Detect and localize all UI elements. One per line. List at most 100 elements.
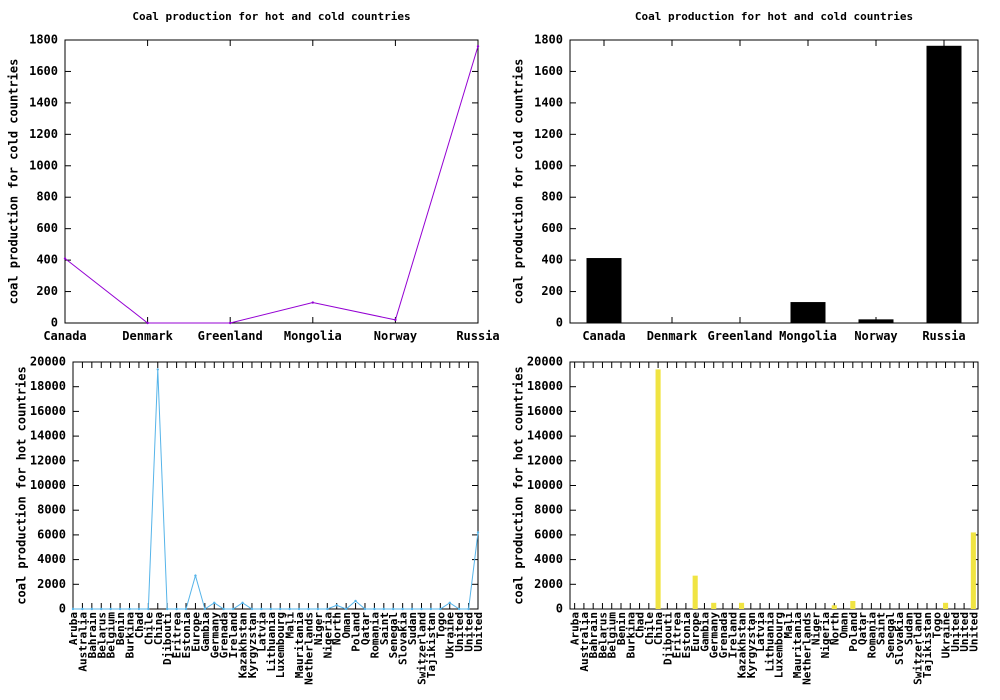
- x-category-label: Oman: [838, 612, 851, 639]
- x-category-label: Grenada: [218, 612, 231, 658]
- data-point: [229, 321, 232, 325]
- data-line: [64, 46, 479, 324]
- x-category-label: Bahrain: [587, 612, 600, 658]
- x-category-label: Mali: [284, 612, 297, 639]
- x-category-label: China: [652, 612, 665, 645]
- data-point: [420, 607, 423, 611]
- x-category-label: Togo: [434, 612, 447, 639]
- y-tick-label: 200: [541, 284, 563, 298]
- x-category-label: Lithuania: [265, 612, 278, 672]
- x-category-label: Nigeria: [321, 612, 334, 658]
- y-tick-label: 0: [556, 316, 563, 330]
- data-bar: [942, 602, 949, 609]
- y-tick-label: 6000: [534, 527, 563, 541]
- data-point: [382, 607, 386, 611]
- data-point: [392, 607, 395, 611]
- data-point: [439, 607, 442, 611]
- x-category-label: Mauritania: [293, 612, 306, 678]
- data-point: [250, 607, 254, 611]
- y-tick-label: 2000: [534, 577, 563, 591]
- x-category-label: Tajikistan: [425, 612, 438, 678]
- x-category-label: Lithuania: [763, 612, 776, 672]
- x-category-label: Australia: [76, 612, 89, 672]
- data-bar: [790, 302, 826, 324]
- x-category-label: Tajikistan: [921, 612, 934, 678]
- data-point: [401, 607, 404, 611]
- data-bar: [738, 602, 745, 609]
- x-category-label: United: [967, 612, 980, 652]
- x-category-label: Slovakia: [397, 612, 410, 665]
- x-category-label: United: [463, 612, 476, 652]
- x-category-label: Aruba: [67, 612, 80, 645]
- y-tick-label: 800: [541, 190, 563, 204]
- x-category-label: Gambia: [698, 612, 711, 652]
- y-tick-label: 1000: [29, 158, 58, 172]
- data-point: [260, 607, 263, 611]
- x-category-label: Netherlands: [800, 612, 813, 685]
- x-category-label: Norway: [854, 329, 897, 343]
- data-point: [344, 607, 348, 611]
- x-category-label: North: [331, 612, 344, 645]
- data-point: [81, 607, 84, 611]
- x-category-label: Benin: [615, 612, 628, 645]
- data-point: [467, 607, 470, 611]
- x-category-label: Germany: [708, 612, 721, 659]
- y-tick-label: 1200: [29, 127, 58, 141]
- chart-panel-1: Coal production for hot and cold countri…: [7, 10, 500, 343]
- x-category-label: Canada: [43, 329, 86, 343]
- x-category-label: Sudan: [902, 612, 915, 645]
- y-tick-label: 20000: [527, 355, 563, 369]
- x-category-label: Belgium: [105, 612, 118, 659]
- data-point: [71, 607, 75, 611]
- x-category-label: Senegal: [387, 612, 400, 658]
- data-point: [297, 607, 301, 611]
- data-point: [354, 599, 357, 603]
- x-category-label: Switzerland: [415, 612, 428, 685]
- x-category-label: Belarus: [95, 612, 108, 658]
- data-bar: [858, 319, 894, 324]
- data-point: [307, 607, 310, 611]
- x-category-label: Mali: [782, 612, 795, 639]
- data-point: [241, 601, 244, 605]
- y-axis-label: coal production for hot countries: [512, 366, 526, 604]
- x-category-label: Oman: [340, 612, 353, 639]
- data-point: [231, 607, 235, 611]
- data-bar: [926, 45, 962, 324]
- x-category-label: North: [828, 612, 841, 645]
- y-tick-label: 20000: [30, 355, 66, 369]
- data-bar: [970, 532, 976, 609]
- y-tick-label: 1800: [534, 33, 563, 47]
- data-point: [476, 531, 480, 534]
- plot-frame: [569, 39, 979, 324]
- data-point: [203, 607, 207, 611]
- x-category-label: United: [472, 612, 485, 652]
- data-point: [184, 607, 188, 611]
- x-category-label: Estonia: [680, 612, 693, 658]
- x-category-label: Ireland: [227, 612, 240, 658]
- data-bar: [831, 605, 837, 609]
- data-point: [156, 368, 159, 371]
- data-point: [63, 257, 67, 260]
- data-point: [90, 607, 94, 611]
- x-category-label: Denmark: [647, 329, 698, 343]
- data-line: [73, 369, 479, 610]
- y-axis-label: coal production for cold countries: [512, 59, 526, 305]
- x-category-label: Bahrain: [86, 612, 99, 658]
- x-category-label: Saint: [378, 612, 391, 645]
- x-category-label: Germany: [208, 612, 221, 659]
- x-category-label: Australia: [578, 612, 591, 672]
- y-tick-label: 6000: [37, 527, 66, 541]
- x-category-label: Estonia: [180, 612, 193, 658]
- x-category-label: Romania: [865, 612, 878, 658]
- x-category-label: United: [949, 612, 962, 652]
- y-axis-label: coal production for cold countries: [7, 59, 21, 305]
- x-category-label: Latvia: [754, 612, 767, 652]
- y-tick-label: 1400: [534, 95, 563, 109]
- data-point: [269, 607, 272, 611]
- data-point: [222, 607, 225, 611]
- x-category-label: Eritrea: [671, 612, 684, 658]
- x-category-label: Kazakhstan: [237, 612, 250, 678]
- y-tick-label: 600: [36, 221, 58, 235]
- y-tick-label: 400: [36, 253, 58, 267]
- x-category-label: China: [152, 612, 165, 645]
